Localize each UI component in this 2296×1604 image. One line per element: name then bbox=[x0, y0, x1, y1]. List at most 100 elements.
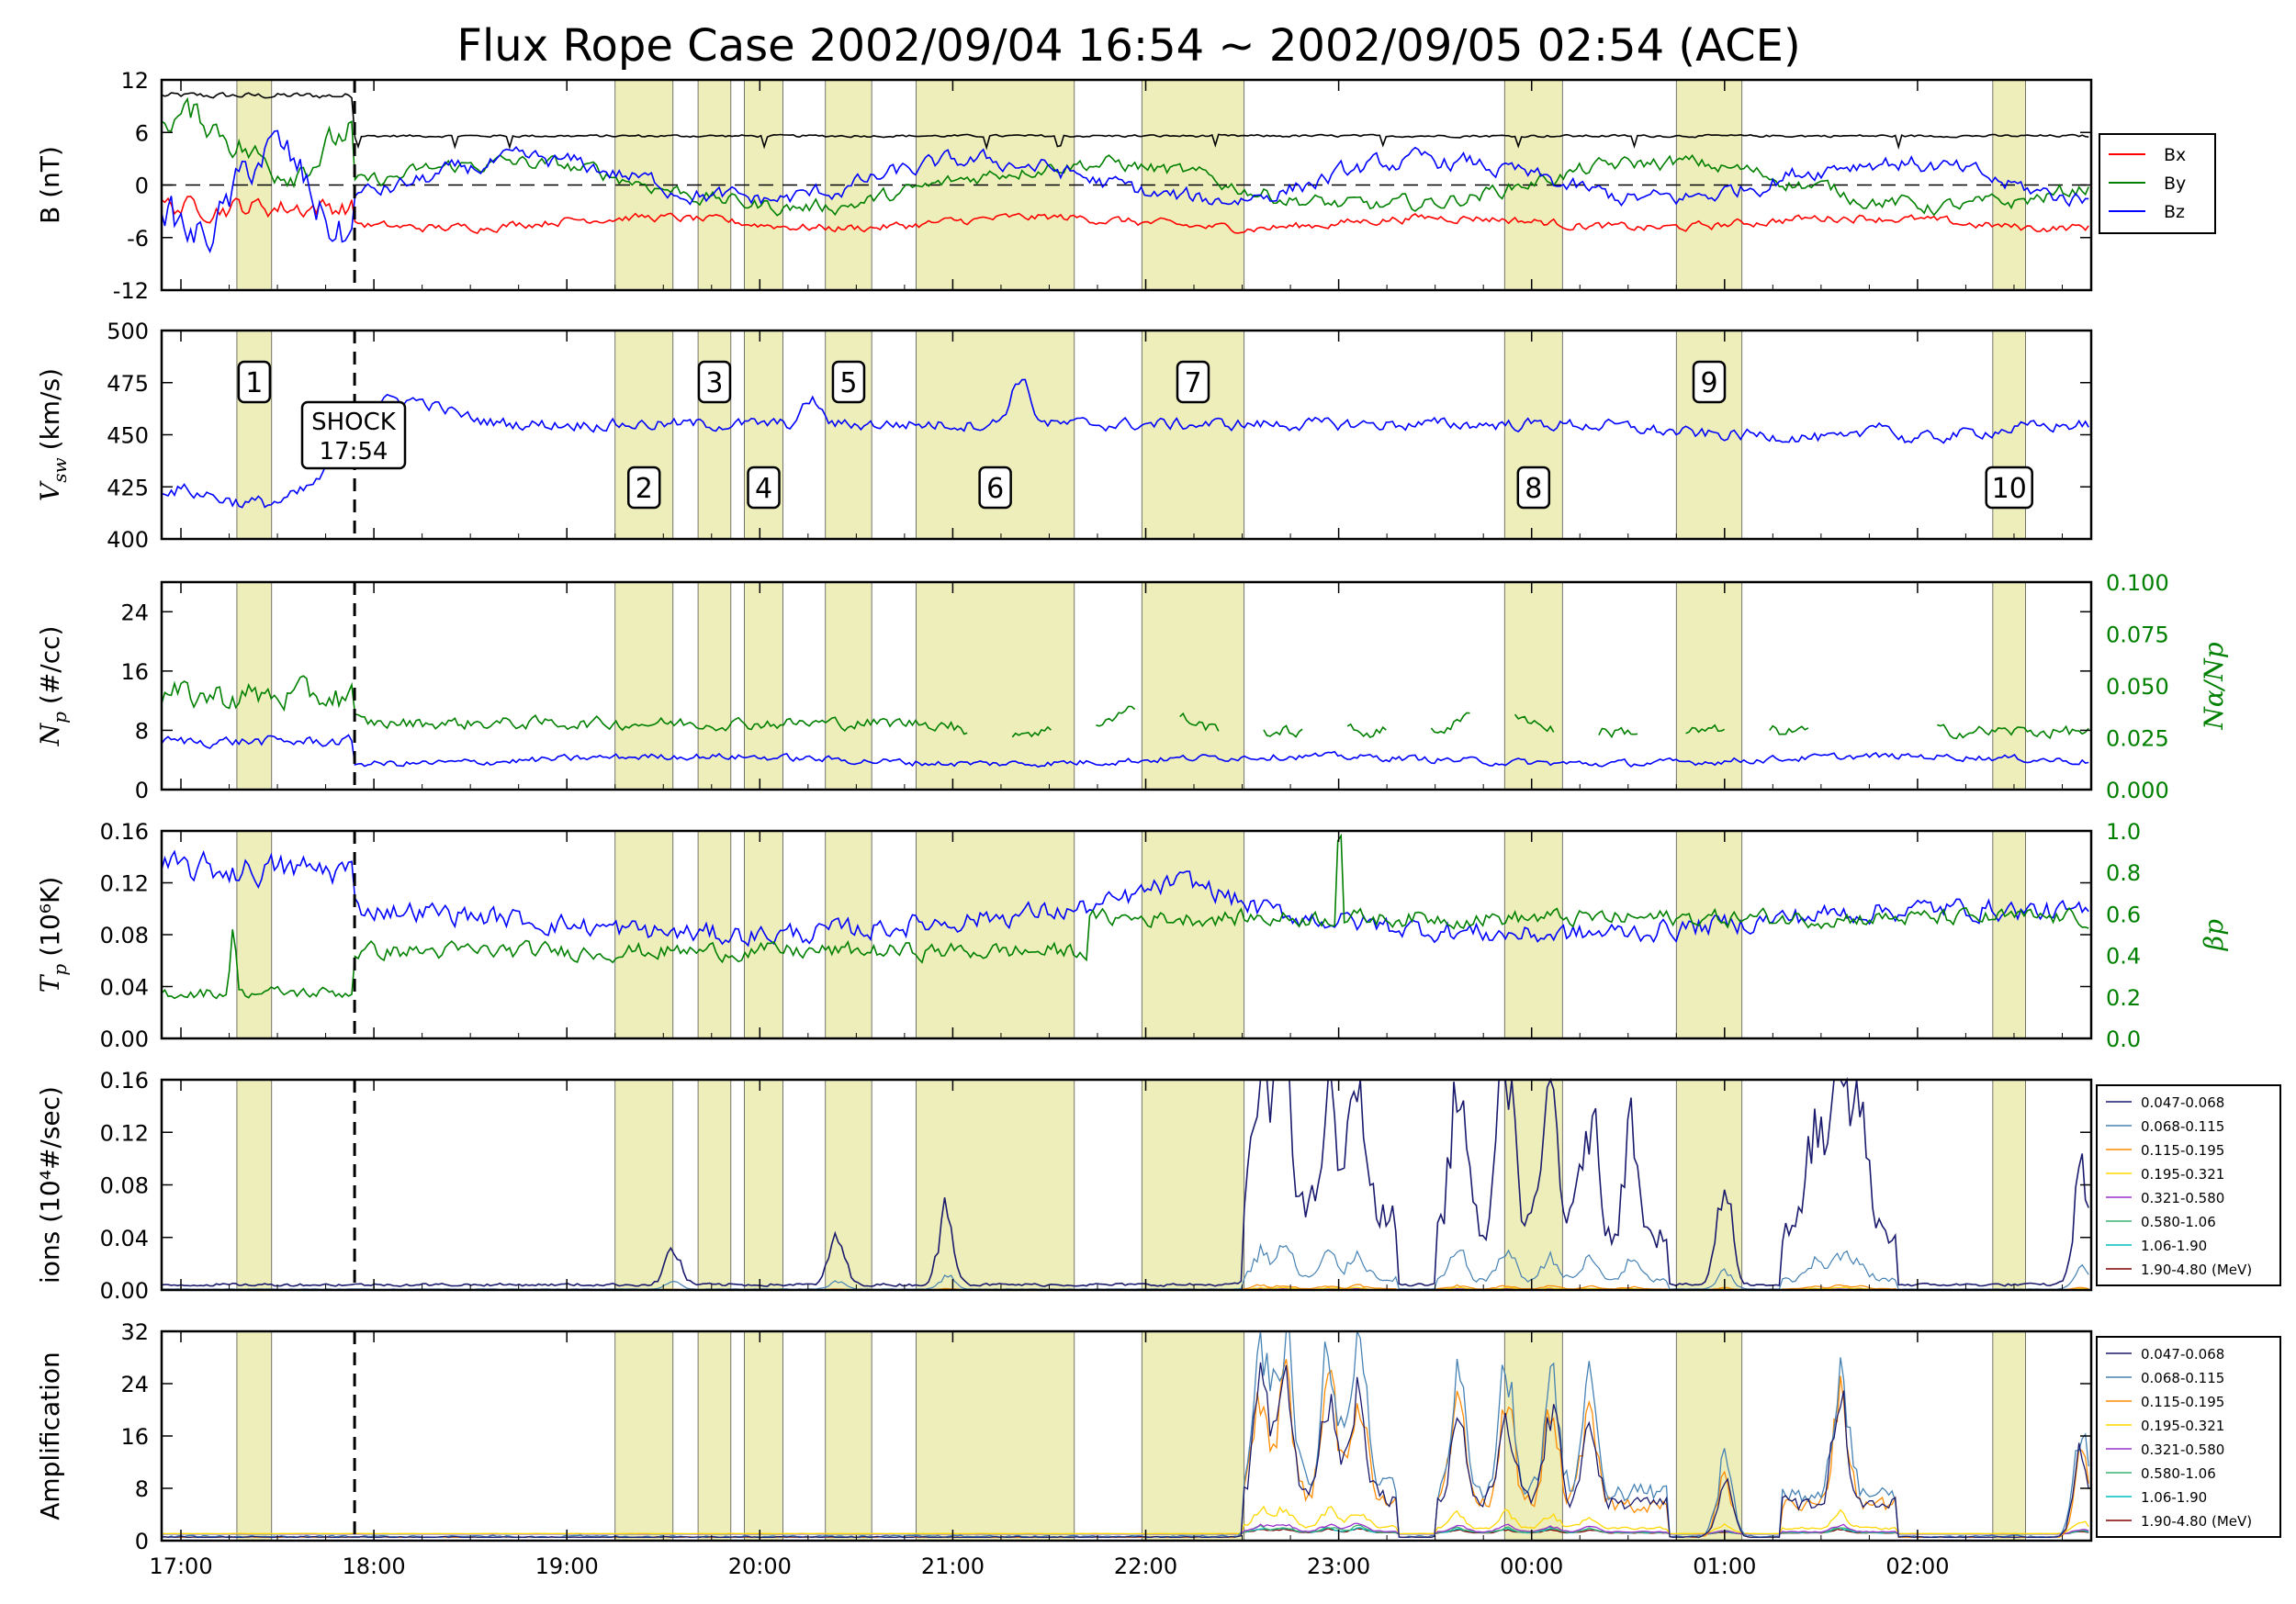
x-tick-label: 23:00 bbox=[1307, 1554, 1370, 1579]
energy-legend-label-ions-2: 0.068-0.115 bbox=[2141, 1118, 2224, 1135]
flux-rope-band-amp-7 bbox=[1141, 1330, 1245, 1542]
ion-channel-line-2 bbox=[161, 1242, 2089, 1290]
energy-legend-label-ions-3: 0.115-0.195 bbox=[2141, 1142, 2224, 1159]
x-tick-label: 22:00 bbox=[1114, 1554, 1177, 1579]
flux-rope-label-10: 10 bbox=[1992, 473, 2027, 505]
right-tick-label-n: 0.000 bbox=[2106, 778, 2169, 803]
plot-lines bbox=[161, 92, 2091, 1539]
flux-rope-label-4: 4 bbox=[755, 473, 772, 505]
flux-rope-band-ions-4 bbox=[744, 1079, 783, 1291]
beta-p-line bbox=[161, 833, 2089, 1000]
figure-title: Flux Rope Case 2002/09/04 16:54 ~ 2002/0… bbox=[456, 20, 1800, 72]
vsw-line bbox=[161, 378, 2089, 509]
axis-labels: 17:00 18:00 19:00 20:00 21:00 22:00 23:00 00:00… bbox=[35, 68, 2229, 1579]
flux-rope-label-box-4 bbox=[747, 465, 781, 510]
energy-legend-label-amp-3: 0.115-0.195 bbox=[2141, 1394, 2224, 1410]
x-tick-label: 02:00 bbox=[1885, 1554, 1949, 1579]
flux-rope-label-box-6 bbox=[978, 465, 1012, 510]
y-tick-label-t: 0.04 bbox=[100, 975, 149, 1001]
flux-rope-band-t-2 bbox=[614, 830, 674, 1039]
energy-legend-label-amp-1: 0.047-0.068 bbox=[2141, 1346, 2224, 1363]
energy-legend-label-amp-8: 1.90-4.80 (MeV) bbox=[2141, 1513, 2252, 1530]
shock-label-box bbox=[300, 400, 407, 470]
flux-rope-band-b-9 bbox=[1675, 79, 1743, 291]
panel-frame-n bbox=[160, 580, 2093, 791]
flux-rope-band-amp-2 bbox=[614, 1330, 674, 1542]
flux-rope-label-5: 5 bbox=[839, 367, 857, 399]
right-axis-title-n: Nα/Np bbox=[2199, 642, 2229, 730]
y-tick-label-n: 0 bbox=[135, 778, 149, 803]
by-line bbox=[161, 96, 2089, 217]
flux-rope-band-ions-3 bbox=[697, 1079, 732, 1291]
flux-rope-band-n-5 bbox=[825, 581, 872, 791]
y-tick-label-v: 400 bbox=[107, 527, 149, 553]
flux-rope-band-amp-1 bbox=[236, 1330, 273, 1542]
flux-rope-label-box-1 bbox=[237, 360, 272, 404]
b-legend-label-bx: Bx bbox=[2164, 145, 2186, 165]
right-axis-title-t: βp bbox=[2199, 919, 2229, 951]
y-tick-label-t: 0.16 bbox=[100, 819, 149, 845]
flux-rope-label-7: 7 bbox=[1184, 367, 1201, 399]
y-tick-label-ions: 0.12 bbox=[100, 1120, 149, 1146]
n-axis-title: Np (#/cc) bbox=[35, 626, 71, 747]
y-tick-label-t: 0.12 bbox=[100, 871, 149, 897]
amp-channel-line-4 bbox=[161, 1505, 2089, 1535]
y-tick-label-v: 475 bbox=[107, 371, 149, 397]
legends: Bx By Bz 0.047-0.068 0.068-0.115 0.115-0.195 0… bbox=[2096, 133, 2281, 1538]
x-tick-label: 18:00 bbox=[343, 1554, 406, 1579]
v-title-unit: (km/s) bbox=[35, 368, 65, 450]
flux-rope-label-8: 8 bbox=[1525, 473, 1542, 505]
bt-line bbox=[161, 92, 2089, 151]
shock-label-line1: SHOCK bbox=[311, 409, 397, 436]
y-tick-label-n: 8 bbox=[135, 718, 149, 744]
b-axis-title: B (nT) bbox=[35, 146, 65, 224]
x-tick-label: 21:00 bbox=[921, 1554, 985, 1579]
flux-rope-band-n-6 bbox=[916, 581, 1075, 791]
flux-rope-band-amp-6 bbox=[916, 1330, 1075, 1542]
ion-channel-line-1 bbox=[161, 1077, 2089, 1287]
energy-legend-label-amp-2: 0.068-0.115 bbox=[2141, 1370, 2224, 1386]
flux-rope-label-1: 1 bbox=[245, 367, 263, 399]
na-np-line bbox=[161, 675, 2089, 740]
right-tick-label-n: 0.025 bbox=[2106, 726, 2169, 752]
flux-rope-band-ions-2 bbox=[614, 1079, 674, 1291]
flux-rope-label-9: 9 bbox=[1700, 367, 1717, 399]
flux-rope-label-box-7 bbox=[1176, 360, 1210, 404]
y-tick-label-amp: 0 bbox=[135, 1529, 149, 1554]
energy-legend-label-ions-1: 0.047-0.068 bbox=[2141, 1094, 2224, 1111]
right-tick-label-t: 0.2 bbox=[2106, 985, 2141, 1011]
x-tick-label: 20:00 bbox=[728, 1554, 792, 1579]
n-title-unit: (#/cc) bbox=[35, 626, 65, 705]
v-axis-title: Vsw (km/s) bbox=[35, 368, 71, 501]
y-tick-label-ions: 0.08 bbox=[100, 1173, 149, 1199]
y-tick-label-amp: 32 bbox=[120, 1319, 149, 1345]
right-tick-label-n: 0.100 bbox=[2106, 570, 2169, 596]
b-legend-label-bz: Bz bbox=[2164, 202, 2185, 222]
right-tick-label-t: 1.0 bbox=[2106, 819, 2141, 845]
t-title-main: T bbox=[35, 973, 65, 993]
y-tick-label-b: 0 bbox=[135, 174, 149, 199]
right-tick-label-t: 0.4 bbox=[2106, 944, 2141, 970]
y-tick-label-t: 0.08 bbox=[100, 923, 149, 948]
flux-rope-band-amp-4 bbox=[744, 1330, 783, 1542]
flux-rope-label-box-2 bbox=[627, 465, 661, 510]
flux-rope-label-2: 2 bbox=[636, 473, 653, 505]
bx-line bbox=[161, 196, 2089, 235]
flux-rope-band-n-7 bbox=[1141, 581, 1245, 791]
flux-rope-band-ions-6 bbox=[916, 1079, 1075, 1291]
flux-rope-band-ions-7 bbox=[1141, 1079, 1245, 1291]
y-tick-label-amp: 8 bbox=[135, 1476, 149, 1502]
n-title-main: N bbox=[35, 722, 65, 746]
flux-rope-band-amp-9 bbox=[1675, 1330, 1743, 1542]
energy-legend-label-ions-6: 0.580-1.06 bbox=[2141, 1214, 2216, 1230]
v-title-main: V bbox=[35, 480, 65, 501]
flux-rope-band-t-9 bbox=[1675, 830, 1743, 1039]
tp-line bbox=[161, 849, 2089, 948]
y-tick-label-n: 16 bbox=[120, 659, 149, 685]
flux-rope-band-amp-3 bbox=[697, 1330, 732, 1542]
flux-rope-band-t-10 bbox=[1992, 830, 2026, 1039]
flux-rope-label-6: 6 bbox=[986, 473, 1004, 505]
amp-channel-line-6 bbox=[162, 1524, 2089, 1535]
y-tick-label-amp: 24 bbox=[120, 1372, 149, 1397]
